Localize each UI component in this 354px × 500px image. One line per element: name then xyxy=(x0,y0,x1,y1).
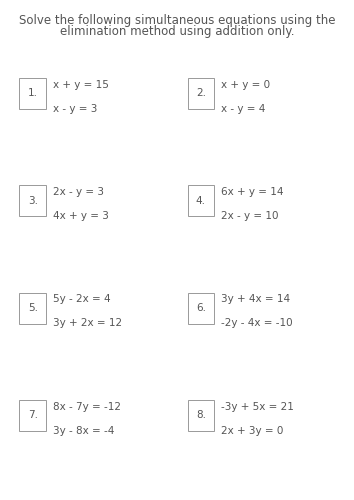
Text: -2y - 4x = -10: -2y - 4x = -10 xyxy=(221,318,293,328)
Text: 8.: 8. xyxy=(196,410,206,420)
Text: elimination method using addition only.: elimination method using addition only. xyxy=(60,25,294,38)
Text: 5y - 2x = 4: 5y - 2x = 4 xyxy=(53,294,111,304)
Text: -3y + 5x = 21: -3y + 5x = 21 xyxy=(221,402,294,412)
Text: 2x - y = 3: 2x - y = 3 xyxy=(53,187,104,197)
Text: 4x + y = 3: 4x + y = 3 xyxy=(53,211,109,221)
Text: x + y = 0: x + y = 0 xyxy=(221,80,270,90)
Text: 8x - 7y = -12: 8x - 7y = -12 xyxy=(53,402,121,412)
FancyBboxPatch shape xyxy=(19,185,46,216)
Text: 3y + 4x = 14: 3y + 4x = 14 xyxy=(221,294,290,304)
FancyBboxPatch shape xyxy=(188,78,214,108)
Text: 2.: 2. xyxy=(196,88,206,98)
Text: 6x + y = 14: 6x + y = 14 xyxy=(221,187,284,197)
Text: x - y = 4: x - y = 4 xyxy=(221,104,266,114)
FancyBboxPatch shape xyxy=(19,400,46,431)
FancyBboxPatch shape xyxy=(19,78,46,108)
Text: Solve the following simultaneous equations using the: Solve the following simultaneous equatio… xyxy=(19,14,335,27)
Text: 6.: 6. xyxy=(196,303,206,313)
FancyBboxPatch shape xyxy=(188,400,214,431)
Text: x - y = 3: x - y = 3 xyxy=(53,104,97,114)
Text: 5.: 5. xyxy=(28,303,38,313)
Text: 1.: 1. xyxy=(28,88,38,98)
Text: 4.: 4. xyxy=(196,196,206,205)
FancyBboxPatch shape xyxy=(188,185,214,216)
Text: 7.: 7. xyxy=(28,410,38,420)
Text: x + y = 15: x + y = 15 xyxy=(53,80,109,90)
Text: 3.: 3. xyxy=(28,196,38,205)
Text: 3y - 8x = -4: 3y - 8x = -4 xyxy=(53,426,114,436)
Text: 3y + 2x = 12: 3y + 2x = 12 xyxy=(53,318,122,328)
FancyBboxPatch shape xyxy=(188,292,214,324)
Text: 2x - y = 10: 2x - y = 10 xyxy=(221,211,279,221)
FancyBboxPatch shape xyxy=(19,292,46,324)
Text: 2x + 3y = 0: 2x + 3y = 0 xyxy=(221,426,284,436)
